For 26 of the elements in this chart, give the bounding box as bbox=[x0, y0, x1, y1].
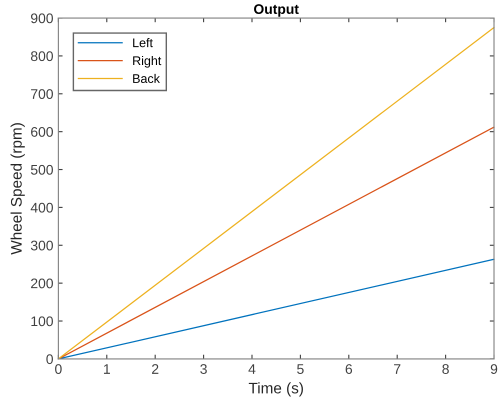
x-tick-label: 5 bbox=[297, 364, 304, 374]
x-tick-label: 3 bbox=[200, 364, 207, 374]
legend-label: Right bbox=[133, 56, 162, 68]
legend-label: Left bbox=[133, 38, 153, 48]
y-tick-label: 200 bbox=[31, 278, 53, 288]
x-tick-label: 2 bbox=[152, 364, 158, 374]
y-tick-label: 700 bbox=[31, 89, 53, 99]
x-tick-label: 1 bbox=[104, 364, 110, 374]
y-tick-label: 300 bbox=[30, 240, 53, 250]
y-tick-label: 900 bbox=[31, 13, 53, 24]
x-tick-label: 6 bbox=[346, 364, 352, 374]
x-axis-title: Time (s) bbox=[248, 382, 303, 396]
x-tick-label: 7 bbox=[394, 364, 400, 374]
x-tick-label: 0 bbox=[55, 364, 62, 374]
legend-label: Back bbox=[133, 74, 160, 84]
y-tick-label: 800 bbox=[30, 51, 53, 62]
y-tick-label: 0 bbox=[46, 354, 53, 364]
y-tick-label: 100 bbox=[31, 316, 53, 326]
y-tick-label: 600 bbox=[31, 126, 53, 137]
y-tick-label: 400 bbox=[30, 202, 53, 213]
x-tick-label: 4 bbox=[248, 364, 256, 374]
y-tick-label: 500 bbox=[30, 164, 53, 175]
chart-title: Output bbox=[254, 4, 299, 17]
y-axis-title: Wheel Speed (rpm) bbox=[10, 123, 25, 255]
x-tick-label: 8 bbox=[442, 364, 449, 374]
x-tick-label: 9 bbox=[490, 364, 498, 374]
